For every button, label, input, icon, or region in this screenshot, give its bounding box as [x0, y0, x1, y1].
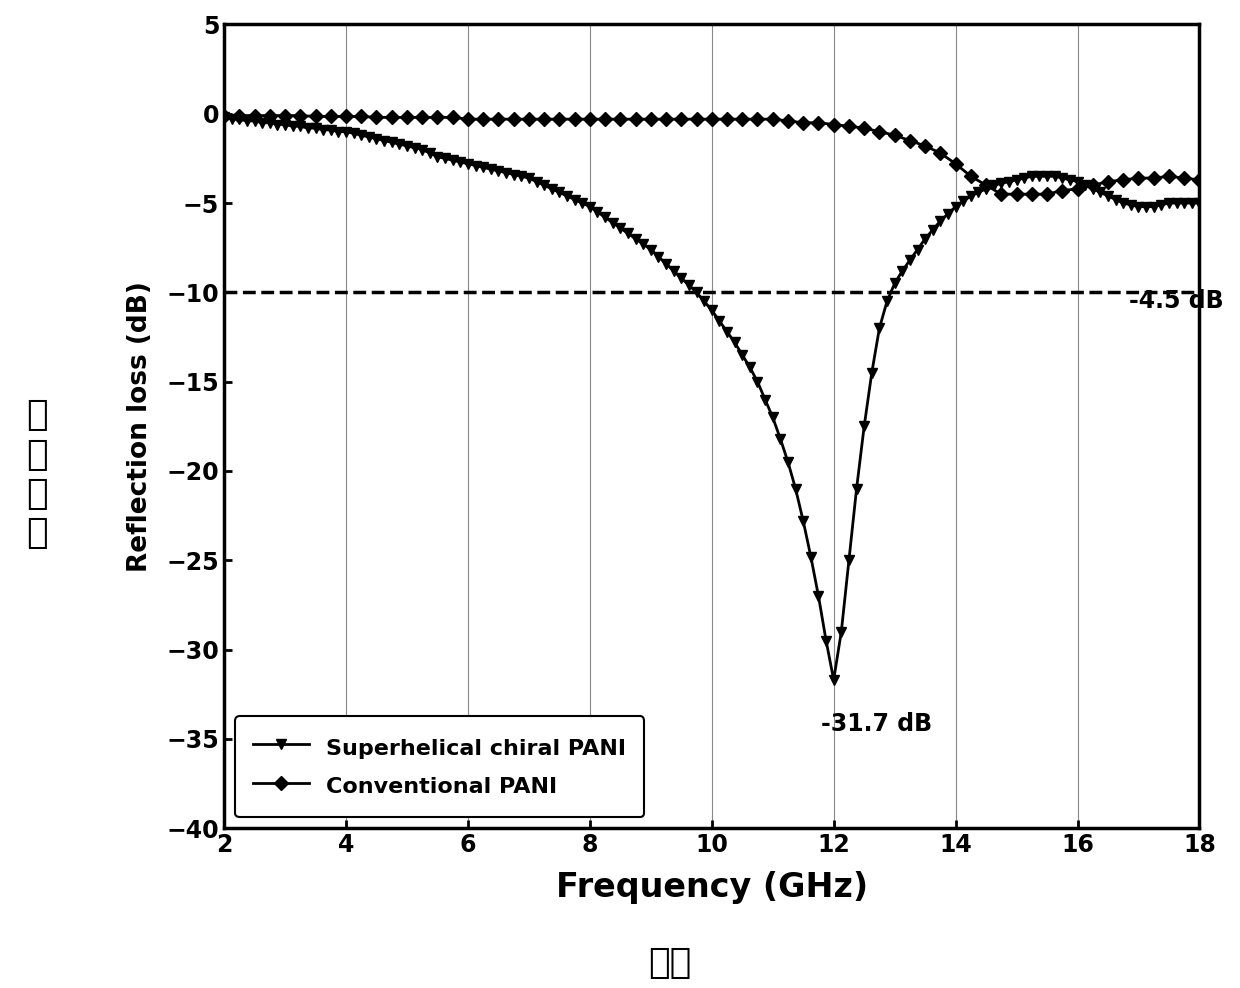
- Superhelical chiral PANI: [826, 674, 841, 686]
- Conventional PANI: [719, 114, 734, 125]
- Conventional PANI: [1192, 174, 1207, 186]
- Conventional PANI: [1162, 170, 1177, 182]
- Text: 反
射
损
耗: 反 射 损 耗: [26, 398, 48, 550]
- Legend: Superhelical chiral PANI, Conventional PANI: Superhelical chiral PANI, Conventional P…: [236, 716, 644, 817]
- Text: 频率: 频率: [649, 947, 691, 980]
- Conventional PANI: [217, 110, 232, 122]
- Superhelical chiral PANI: [994, 178, 1009, 190]
- Line: Conventional PANI: Conventional PANI: [219, 111, 1204, 199]
- Superhelical chiral PANI: [217, 112, 232, 124]
- Y-axis label: Reflection loss (dB): Reflection loss (dB): [126, 281, 153, 572]
- X-axis label: Frequency (GHz): Frequency (GHz): [556, 870, 868, 904]
- Superhelical chiral PANI: [484, 163, 498, 175]
- Conventional PANI: [1070, 183, 1085, 195]
- Superhelical chiral PANI: [1192, 198, 1207, 209]
- Superhelical chiral PANI: [1078, 179, 1092, 191]
- Conventional PANI: [994, 189, 1009, 201]
- Text: -31.7 dB: -31.7 dB: [821, 712, 932, 736]
- Text: -4.5 dB: -4.5 dB: [1130, 289, 1224, 313]
- Superhelical chiral PANI: [263, 117, 278, 128]
- Conventional PANI: [445, 112, 460, 124]
- Line: Superhelical chiral PANI: Superhelical chiral PANI: [219, 113, 1204, 685]
- Conventional PANI: [506, 114, 521, 125]
- Superhelical chiral PANI: [796, 515, 811, 527]
- Superhelical chiral PANI: [727, 337, 742, 349]
- Conventional PANI: [629, 114, 644, 125]
